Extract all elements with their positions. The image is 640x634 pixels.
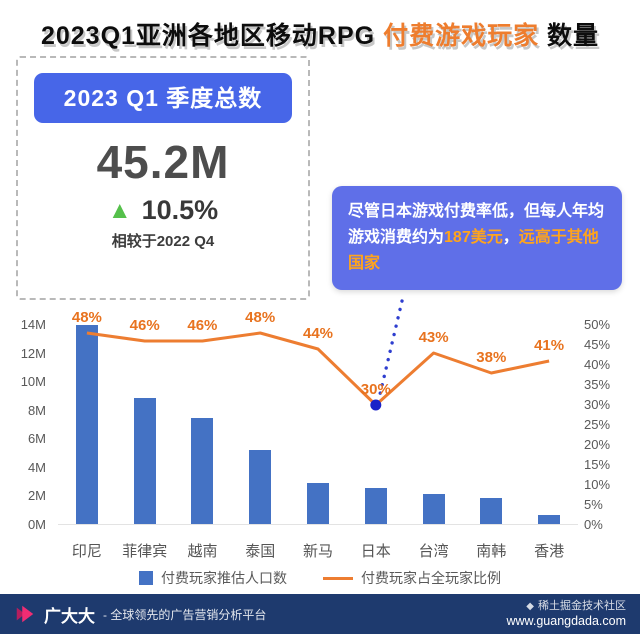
y-tick-label: 0% (584, 517, 603, 532)
bar-新马 (307, 482, 329, 524)
delta-value: 10.5% (141, 195, 219, 225)
x-tick-label: 菲律宾 (122, 543, 168, 560)
bar-越南 (191, 418, 214, 524)
line-point-label: 48% (72, 309, 102, 326)
summary-header: 2023 Q1 季度总数 (34, 73, 292, 123)
callout-highlight-phrase: 远高于其他国家 (348, 228, 599, 272)
bar-菲律宾 (133, 398, 156, 524)
x-tick-label: 香港 (534, 543, 565, 560)
y-tick-label: 25% (584, 417, 611, 432)
legend-item-line: 付费玩家占全玩家比例 (323, 568, 501, 588)
bar-泰国 (249, 449, 272, 524)
y-tick-label: 30% (584, 397, 611, 412)
y-tick-label: 40% (584, 357, 611, 372)
title-part1: 2023Q1亚洲各地区移动RPG (40, 22, 384, 50)
brand-name: 广大大 (44, 606, 95, 626)
bar-swatch-icon (139, 571, 153, 585)
legend-line-label: 付费玩家占全玩家比例 (361, 570, 501, 586)
y-tick-label: 10M (20, 374, 46, 390)
x-tick-label: 日本 (360, 543, 391, 560)
up-triangle-icon: ▲ (107, 196, 132, 224)
x-tick-label: 南韩 (476, 543, 507, 560)
y-tick-label: 8M (27, 402, 46, 418)
bar-香港 (538, 515, 561, 524)
y-tick-label: 45% (584, 337, 611, 352)
footer: 广大大 - 全球领先的广告营销分析平台 ◆ 稀土掘金技术社区 www.guangd… (0, 594, 640, 634)
line-swatch-icon (323, 576, 353, 580)
website-url: www.guangdada.com (506, 614, 626, 629)
legend-item-bar: 付费玩家推估人口数 (139, 568, 287, 588)
bars-layer (58, 325, 578, 525)
callout-text-2: ， (502, 228, 519, 246)
bar-南韩 (480, 498, 503, 524)
y-tick-label: 5% (584, 497, 603, 512)
title-part2: 数量 (539, 22, 600, 50)
y-tick-label: 14M (20, 317, 46, 332)
bar-台湾 (422, 494, 445, 524)
chart-legend: 付费玩家推估人口数 付费玩家占全玩家比例 (0, 568, 640, 588)
x-tick-label: 越南 (187, 543, 218, 560)
y-tick-label: 0M (27, 517, 46, 532)
bar-印尼 (75, 325, 98, 524)
watermark: ◆ 稀土掘金技术社区 (506, 599, 626, 613)
comparison-note: 相较于2022 Q4 (111, 233, 215, 250)
bar-日本 (364, 488, 387, 524)
x-tick-label: 泰国 (245, 543, 276, 560)
y-tick-label: 50% (584, 317, 611, 332)
title-highlight: 付费游戏玩家 (383, 22, 540, 50)
summary-card: 2023 Q1 季度总数 45.2M ▲ 10.5% 相较于2022 Q4 (16, 56, 310, 300)
line-point-label: 48% (245, 309, 275, 326)
brand-tagline: - 全球领先的广告营销分析平台 (103, 607, 267, 622)
y-tick-label: 10% (584, 477, 611, 492)
delta-row: ▲ 10.5% (18, 195, 308, 226)
callout-text-1: 尽管日本游戏付费率低，但每人年均游戏消费约为 (348, 203, 605, 246)
x-tick-label: 台湾 (418, 543, 449, 560)
y-tick-label: 35% (584, 377, 611, 392)
y-axis-left: 0M 2M 4M 6M 8M 10M 12M 14M (0, 317, 52, 532)
y-tick-label: 15% (584, 457, 611, 472)
y-tick-label: 20% (584, 437, 611, 452)
x-tick-label: 新马 (302, 543, 333, 560)
y-tick-label: 4M (27, 459, 46, 475)
footer-brand-group: 广大大 - 全球领先的广告营销分析平台 (14, 602, 266, 627)
y-axis-right: 0% 5% 10% 15% 20% 25% 30% 35% 40% 45% 50% (584, 317, 638, 532)
juejin-diamond-icon: ◆ (526, 600, 534, 612)
watermark-text: 稀土掘金技术社区 (538, 599, 626, 612)
y-tick-label: 2M (27, 488, 46, 504)
callout-bubble: 尽管日本游戏付费率低，但每人年均游戏消费约为187美元，远高于其他国家 (332, 186, 622, 290)
callout-highlight-usd: 187美元 (444, 228, 503, 246)
page-title: 2023Q1亚洲各地区移动RPG 付费游戏玩家 数量 (0, 16, 640, 52)
y-tick-label: 6M (27, 431, 46, 447)
x-tick-label: 印尼 (71, 543, 102, 560)
total-value: 45.2M (96, 136, 230, 188)
footer-links: ◆ 稀土掘金技术社区 www.guangdada.com (506, 599, 626, 630)
y-tick-label: 12M (20, 345, 46, 361)
legend-bar-label: 付费玩家推估人口数 (161, 570, 287, 586)
x-axis-labels: 印尼 菲律宾 越南 泰国 新马 日本 台湾 南韩 香港 (58, 540, 578, 562)
guangdada-logo-icon (16, 605, 34, 623)
